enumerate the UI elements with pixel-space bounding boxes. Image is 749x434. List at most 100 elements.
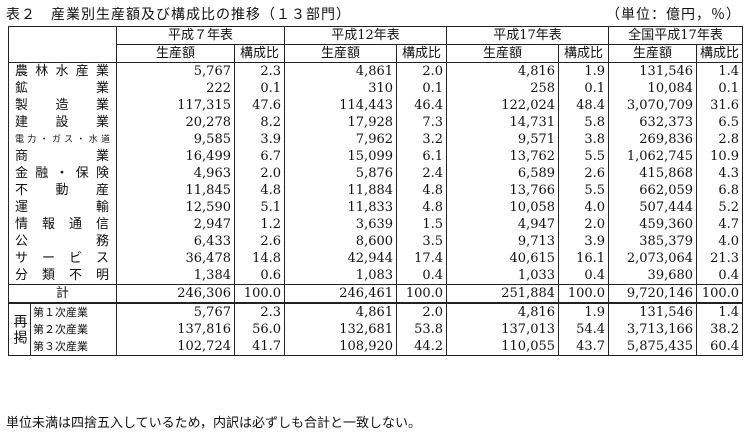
amount-cell: 137,816 bbox=[116, 321, 235, 338]
amount-cell: 13,762 bbox=[446, 148, 560, 165]
ratio-cell: 2.0 bbox=[233, 165, 286, 182]
amount-cell: 6,589 bbox=[446, 165, 560, 182]
ratio-cell: 0.4 bbox=[396, 267, 448, 285]
amount-cell: 10,058 bbox=[446, 199, 560, 216]
row-label: 商 業 bbox=[8, 148, 117, 165]
ratio-cell: 6.8 bbox=[696, 182, 744, 199]
ratio-cell: 100.0 bbox=[558, 284, 610, 304]
ratio-cell: 1.2 bbox=[233, 216, 286, 233]
amount-cell: 1,083 bbox=[284, 267, 398, 285]
ratio-cell: 54.4 bbox=[558, 321, 610, 338]
ratio-cell: 53.8 bbox=[396, 321, 448, 338]
amount-cell: 9,585 bbox=[116, 131, 235, 148]
ratio-cell: 17.4 bbox=[396, 250, 448, 267]
amount-cell: 137,013 bbox=[446, 321, 560, 338]
ratio-cell: 8.2 bbox=[233, 114, 286, 131]
amount-cell: 507,444 bbox=[608, 199, 698, 216]
ratio-cell: 4.8 bbox=[396, 182, 448, 199]
amount-cell: 4,816 bbox=[446, 303, 560, 321]
amount-cell: 10,084 bbox=[608, 80, 698, 97]
corner-cell bbox=[8, 26, 117, 63]
row-label: 運 輸 bbox=[8, 199, 117, 216]
table-row: 電力・ガス・水道 9,585 3.9 7,962 3.2 9,571 3.8 269,836 2… bbox=[8, 131, 744, 148]
amount-cell: 39,680 bbox=[608, 267, 698, 285]
period-header: 平成12年表 bbox=[284, 26, 448, 45]
ratio-cell: 1.4 bbox=[696, 303, 744, 321]
amount-cell: 4,816 bbox=[446, 62, 560, 80]
amount-header: 生産額 bbox=[284, 44, 398, 63]
amount-cell: 5,875,435 bbox=[608, 338, 698, 356]
amount-cell: 7,962 bbox=[284, 131, 398, 148]
amount-cell: 4,861 bbox=[284, 303, 398, 321]
amount-cell: 17,928 bbox=[284, 114, 398, 131]
amount-cell: 3,070,709 bbox=[608, 97, 698, 114]
amount-cell: 258 bbox=[446, 80, 560, 97]
amount-header: 生産額 bbox=[608, 44, 698, 63]
amount-cell: 385,379 bbox=[608, 233, 698, 250]
ratio-header: 構成比 bbox=[396, 44, 448, 63]
period-header: 全国平成17年表 bbox=[608, 26, 744, 45]
ratio-cell: 5.5 bbox=[558, 148, 610, 165]
ratio-cell: 0.1 bbox=[558, 80, 610, 97]
ratio-cell: 7.3 bbox=[396, 114, 448, 131]
ratio-header: 構成比 bbox=[696, 44, 744, 63]
table-row: 公 務 6,433 2.6 8,600 3.5 9,713 3.9 385,379 4.0 bbox=[8, 233, 744, 250]
amount-cell: 662,059 bbox=[608, 182, 698, 199]
amount-cell: 1,384 bbox=[116, 267, 235, 285]
row-label: 情報通信 bbox=[8, 216, 117, 233]
period-header: 平成７年表 bbox=[115, 26, 286, 45]
amount-cell: 3,713,166 bbox=[608, 321, 698, 338]
regroup-rows: 再掲 第１次産業 5,767 2.3 4,861 2.0 4,816 1.9 131,546 1.… bbox=[8, 303, 744, 356]
ratio-cell: 3.9 bbox=[558, 233, 610, 250]
row-label: 電力・ガス・水道 bbox=[8, 131, 117, 148]
row-label: 農林水産業 bbox=[8, 62, 117, 80]
total-row: 計 246,306 100.0 246,461 100.0 251,884 100.0 9,7… bbox=[8, 284, 744, 304]
row-label: 金融・保険 bbox=[8, 165, 117, 182]
row-label: 公 務 bbox=[8, 233, 117, 250]
ratio-cell: 2.0 bbox=[396, 303, 448, 321]
ratio-cell: 1.4 bbox=[696, 62, 744, 80]
regroup-item-label: 第１次産業 bbox=[30, 303, 117, 321]
amount-cell: 4,963 bbox=[116, 165, 235, 182]
ratio-cell: 6.5 bbox=[696, 114, 744, 131]
ratio-cell: 2.4 bbox=[396, 165, 448, 182]
regroup-row: 第２次産業 137,816 56.0 132,681 53.8 137,013 54.4 3,… bbox=[9, 321, 744, 338]
footnote: 単位未満は四捨五入しているため，内訳は必ずしも合計と一致しない。 bbox=[6, 416, 421, 431]
ratio-cell: 3.9 bbox=[233, 131, 286, 148]
regroup-row: 第３次産業 102,724 41.7 108,920 44.2 110,055 43.7 5,… bbox=[9, 338, 744, 356]
ratio-cell: 2.0 bbox=[396, 62, 448, 80]
row-label: サービス bbox=[8, 250, 117, 267]
amount-cell: 2,947 bbox=[116, 216, 235, 233]
ratio-cell: 6.7 bbox=[233, 148, 286, 165]
ratio-header: 構成比 bbox=[233, 44, 286, 63]
ratio-cell: 41.7 bbox=[233, 338, 286, 356]
amount-cell: 222 bbox=[116, 80, 235, 97]
amount-cell: 4,947 bbox=[446, 216, 560, 233]
ratio-cell: 48.4 bbox=[558, 97, 610, 114]
ratio-cell: 10.9 bbox=[696, 148, 744, 165]
amount-header: 生産額 bbox=[116, 44, 235, 63]
table-row: 建 設 業 20,278 8.2 17,928 7.3 14,731 5.8 632,373 6… bbox=[8, 114, 744, 131]
ratio-cell: 2.6 bbox=[233, 233, 286, 250]
table-row: 金融・保険 4,963 2.0 5,876 2.4 6,589 2.6 415,868 4.3 bbox=[8, 165, 744, 182]
ratio-cell: 4.7 bbox=[696, 216, 744, 233]
amount-cell: 8,600 bbox=[284, 233, 398, 250]
table-row: 製 造 業 117,315 47.6 114,443 46.4 122,024 48.4 3,… bbox=[8, 97, 744, 114]
amount-cell: 102,724 bbox=[116, 338, 235, 356]
amount-cell: 132,681 bbox=[284, 321, 398, 338]
amount-cell: 12,590 bbox=[116, 199, 235, 216]
amount-cell: 5,767 bbox=[116, 303, 235, 321]
amount-cell: 40,615 bbox=[446, 250, 560, 267]
amount-cell: 131,546 bbox=[608, 62, 698, 80]
ratio-cell: 2.8 bbox=[696, 131, 744, 148]
table-row: サービス 36,478 14.8 42,944 17.4 40,615 16.1 2,073,… bbox=[8, 250, 744, 267]
row-label: 分類不明 bbox=[8, 267, 117, 285]
amount-cell: 6,433 bbox=[116, 233, 235, 250]
ratio-cell: 4.0 bbox=[696, 233, 744, 250]
ratio-cell: 2.6 bbox=[558, 165, 610, 182]
amount-cell: 246,461 bbox=[284, 284, 398, 304]
ratio-cell: 0.6 bbox=[233, 267, 286, 285]
ratio-cell: 60.4 bbox=[696, 338, 744, 356]
ratio-cell: 5.2 bbox=[696, 199, 744, 216]
ratio-cell: 2.3 bbox=[233, 303, 286, 321]
